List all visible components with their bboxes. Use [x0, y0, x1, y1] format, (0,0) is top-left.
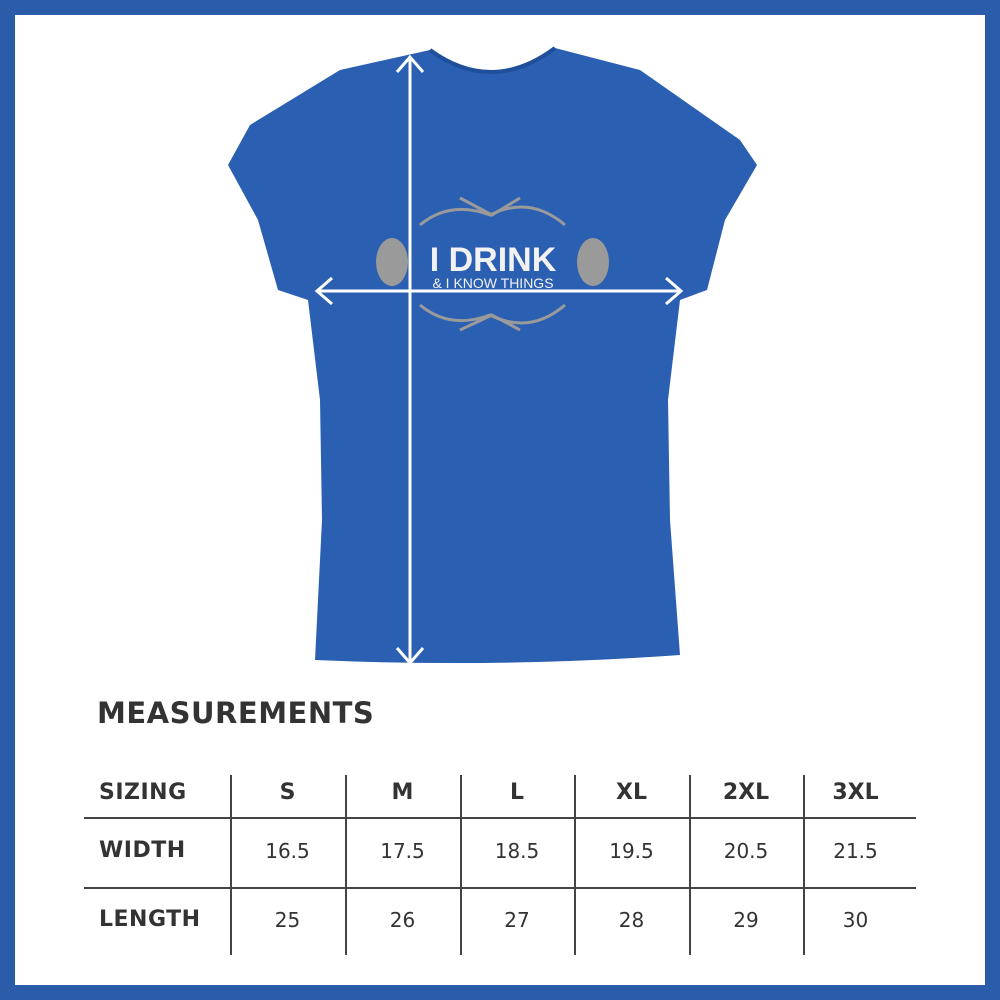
length-value: 28 [618, 908, 645, 932]
length-value: 25 [274, 908, 301, 932]
width-arrow [314, 276, 684, 306]
tshirt-body [228, 48, 757, 664]
row-label-width: WIDTH [99, 838, 186, 863]
row-divider [84, 887, 916, 889]
column-divider [689, 775, 691, 955]
length-value: 30 [842, 908, 869, 932]
column-divider [230, 775, 232, 955]
size-header: L [509, 780, 525, 805]
row-divider [84, 817, 916, 819]
width-value: 20.5 [723, 839, 769, 863]
size-header: S [279, 780, 296, 805]
lion-right-icon [577, 238, 609, 286]
size-header: XL [616, 780, 647, 805]
width-value: 18.5 [494, 839, 540, 863]
column-divider [803, 775, 805, 955]
size-header: 3XL [832, 780, 879, 805]
length-arrow [395, 54, 425, 666]
width-value: 16.5 [265, 839, 310, 863]
length-value: 29 [733, 908, 759, 932]
length-value: 27 [504, 908, 530, 932]
size-header: 2XL [722, 780, 770, 805]
column-divider [460, 775, 462, 955]
width-value: 21.5 [833, 839, 878, 863]
length-value: 26 [389, 908, 416, 932]
column-divider [345, 775, 347, 955]
width-value: 19.5 [609, 839, 654, 863]
measurements-title: MEASUREMENTS [97, 696, 375, 730]
print-line2: & I KNOW THINGS [432, 275, 553, 291]
neck-label-logo [476, 92, 506, 110]
column-divider [574, 775, 576, 955]
lion-left-icon [376, 238, 408, 286]
header-sizing: SIZING [99, 780, 187, 805]
tshirt-image: I DRINK & I KNOW THINGS [228, 46, 757, 666]
size-header: M [391, 780, 414, 805]
print-line1: I DRINK [430, 241, 557, 279]
row-label-length: LENGTH [99, 907, 201, 932]
width-value: 17.5 [380, 839, 425, 863]
shirt-print-graphic [376, 196, 609, 332]
